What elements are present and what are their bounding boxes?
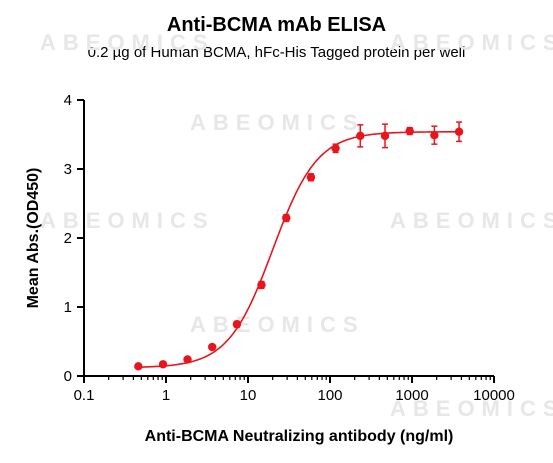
data-point <box>430 130 439 140</box>
x-axis-label: Anti-BCMA Neutralizing antibody (ng/ml) <box>145 428 454 445</box>
data-point <box>405 126 414 136</box>
y-axis-label: Mean Abs.(OD450) <box>25 168 42 309</box>
x-tick-label: 0.1 <box>74 387 95 404</box>
data-point <box>282 213 291 223</box>
data-point <box>380 131 390 141</box>
data-point <box>306 173 316 182</box>
data-point <box>257 280 266 290</box>
x-tick-label: 1000 <box>395 387 428 404</box>
data-point <box>208 342 217 352</box>
data-point <box>183 355 192 364</box>
x-tick-label: 10 <box>240 387 257 404</box>
y-tick-label: 2 <box>64 230 72 247</box>
y-tick-label: 3 <box>64 161 72 178</box>
watermark: ABEOMICS <box>390 396 553 421</box>
chart-title: Anti-BCMA mAb ELISA <box>166 14 387 36</box>
data-point <box>356 131 365 141</box>
x-tick-label: 100 <box>317 387 342 404</box>
data-point <box>158 360 168 369</box>
watermark: ABEOMICS <box>40 208 215 233</box>
watermark: ABEOMICS <box>190 312 365 337</box>
watermark: ABEOMICS <box>190 110 365 135</box>
x-tick-label: 10000 <box>473 387 515 404</box>
y-tick-label: 0 <box>64 368 72 385</box>
data-point <box>331 144 340 153</box>
data-point <box>134 362 143 371</box>
data-point <box>454 127 464 136</box>
watermark: ABEOMICS <box>390 208 553 233</box>
fit-curve <box>138 130 460 368</box>
y-tick-label: 1 <box>64 299 72 316</box>
y-tick-label: 4 <box>64 92 72 109</box>
data-point <box>232 320 242 329</box>
watermark: ABEOMICS <box>40 30 215 55</box>
x-tick-label: 1 <box>162 387 170 404</box>
chart-subtitle: 0.2 µg of Human BCMA, hFc-His Tagged pro… <box>87 44 466 61</box>
watermark: ABEOMICS <box>390 30 553 55</box>
